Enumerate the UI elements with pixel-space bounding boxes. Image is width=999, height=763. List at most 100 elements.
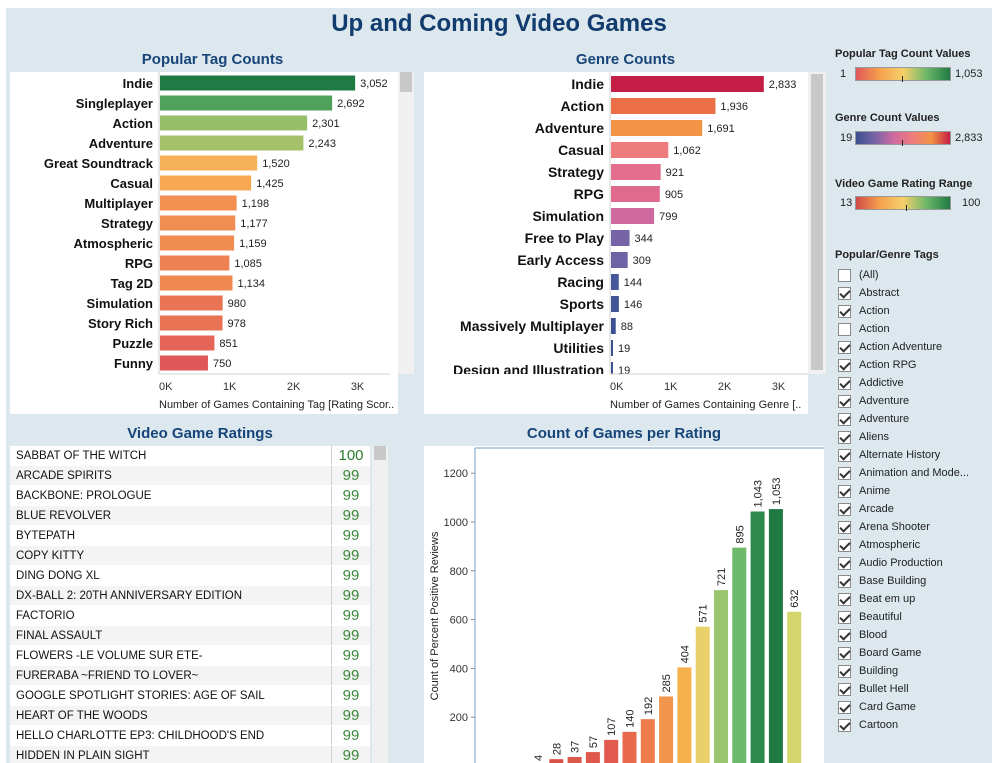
bar-utilities[interactable]: [611, 340, 613, 356]
filter-item-card-game[interactable]: Card Game: [838, 698, 988, 716]
table-row[interactable]: SABBAT OF THE WITCH 100: [10, 446, 370, 466]
checkbox-icon[interactable]: [838, 376, 851, 390]
checkbox-icon[interactable]: [838, 286, 851, 300]
filter-item-adventure[interactable]: Adventure: [838, 410, 988, 428]
checkbox-icon[interactable]: [838, 592, 851, 606]
checkbox-icon[interactable]: [838, 340, 851, 354]
filter-item-aliens[interactable]: Aliens: [838, 428, 988, 446]
filter-item-arcade[interactable]: Arcade: [838, 500, 988, 518]
checkbox-icon[interactable]: [838, 718, 851, 732]
rating-bar-13[interactable]: [768, 509, 783, 763]
rating-bar-8[interactable]: [677, 667, 692, 763]
rating-bar-1[interactable]: [549, 759, 564, 763]
tag-filter-list[interactable]: (All) Abstract Action Action Action Adventur…: [838, 266, 988, 734]
rating-bar-3[interactable]: [585, 752, 600, 763]
bar-rpg[interactable]: [160, 255, 230, 271]
table-row[interactable]: HIDDEN IN PLAIN SIGHT 99: [10, 746, 370, 763]
table-row[interactable]: FLOWERS -LE VOLUME SUR ETE- 99: [10, 646, 370, 666]
bar-singleplayer[interactable]: [160, 95, 333, 111]
filter-item-anime[interactable]: Anime: [838, 482, 988, 500]
filter-item-beautiful[interactable]: Beautiful: [838, 608, 988, 626]
table-row[interactable]: FURERABA ~FRIEND TO LOVER~ 99: [10, 666, 370, 686]
filter-item-all[interactable]: (All): [838, 266, 988, 284]
checkbox-icon[interactable]: [838, 304, 851, 318]
bar-story-rich[interactable]: [160, 315, 223, 331]
filter-item-board-game[interactable]: Board Game: [838, 644, 988, 662]
checkbox-icon[interactable]: [838, 556, 851, 570]
filter-item-blood[interactable]: Blood: [838, 626, 988, 644]
table-row[interactable]: FACTORIO 99: [10, 606, 370, 626]
filter-item-action[interactable]: Action: [838, 302, 988, 320]
bar-massively-multiplayer[interactable]: [611, 318, 616, 334]
filter-item-audio-production[interactable]: Audio Production: [838, 554, 988, 572]
bar-design-and-illustration[interactable]: [611, 362, 613, 378]
bar-racing[interactable]: [611, 274, 619, 290]
checkbox-icon[interactable]: [838, 448, 851, 462]
bar-puzzle[interactable]: [160, 335, 215, 351]
filter-item-atmospheric[interactable]: Atmospheric: [838, 536, 988, 554]
checkbox-icon[interactable]: [838, 466, 851, 480]
rating-bar-5[interactable]: [622, 731, 637, 763]
checkbox-icon[interactable]: [838, 430, 851, 444]
rating-bar-11[interactable]: [732, 547, 747, 763]
bar-action[interactable]: [160, 115, 308, 131]
filter-item-cartoon[interactable]: Cartoon: [838, 716, 988, 734]
table-row[interactable]: GOOGLE SPOTLIGHT STORIES: AGE OF SAIL 99: [10, 686, 370, 706]
checkbox-icon[interactable]: [838, 574, 851, 588]
filter-item-adventure[interactable]: Adventure: [838, 392, 988, 410]
rating-bar-2[interactable]: [567, 756, 582, 763]
checkbox-icon[interactable]: [838, 394, 851, 408]
bar-indie[interactable]: [160, 75, 356, 91]
genre-scroll-thumb[interactable]: [811, 74, 823, 370]
filter-item-action-rpg[interactable]: Action RPG: [838, 356, 988, 374]
tag-bar-chart[interactable]: Indie 3,052 Singleplayer 2,692 Action 2,301 Ad…: [10, 72, 398, 414]
ratings-scrollbar[interactable]: [372, 446, 388, 763]
filter-item-action-adventure[interactable]: Action Adventure: [838, 338, 988, 356]
table-row[interactable]: HEART OF THE WOODS 99: [10, 706, 370, 726]
checkbox-icon[interactable]: [838, 700, 851, 714]
bar-great-soundtrack[interactable]: [160, 155, 258, 171]
table-row[interactable]: DING DONG XL 99: [10, 566, 370, 586]
rating-bar-4[interactable]: [604, 739, 619, 763]
bar-simulation[interactable]: [160, 295, 223, 311]
bar-rpg[interactable]: [611, 186, 660, 202]
checkbox-icon[interactable]: [838, 484, 851, 498]
filter-item-action[interactable]: Action: [838, 320, 988, 338]
bar-strategy[interactable]: [160, 215, 236, 231]
ratings-scroll-thumb[interactable]: [374, 446, 386, 460]
bar-adventure[interactable]: [160, 135, 304, 151]
checkbox-icon[interactable]: [838, 682, 851, 696]
filter-item-abstract[interactable]: Abstract: [838, 284, 988, 302]
bar-sports[interactable]: [611, 296, 619, 312]
checkbox-icon[interactable]: [838, 538, 851, 552]
filter-item-arena-shooter[interactable]: Arena Shooter: [838, 518, 988, 536]
bar-adventure[interactable]: [611, 120, 703, 136]
bar-simulation[interactable]: [611, 208, 655, 224]
rating-chart-panel[interactable]: 200 400 600 800 1000 1200 Count of Percent Pos…: [424, 446, 824, 763]
filter-item-bullet-hell[interactable]: Bullet Hell: [838, 680, 988, 698]
checkbox-icon[interactable]: [838, 358, 851, 372]
checkbox-icon[interactable]: [838, 664, 851, 678]
table-row[interactable]: HELLO CHARLOTTE EP3: CHILDHOOD'S END 99: [10, 726, 370, 746]
bar-free-to-play[interactable]: [611, 230, 630, 246]
checkbox-icon[interactable]: [838, 502, 851, 516]
table-row[interactable]: FINAL ASSAULT 99: [10, 626, 370, 646]
bar-funny[interactable]: [160, 355, 208, 371]
filter-item-building[interactable]: Building: [838, 662, 988, 680]
filter-item-addictive[interactable]: Addictive: [838, 374, 988, 392]
tag-chart-panel[interactable]: Indie 3,052 Singleplayer 2,692 Action 2,301 Ad…: [10, 72, 398, 414]
rating-bar-7[interactable]: [659, 696, 674, 763]
bar-action[interactable]: [611, 98, 716, 114]
rating-count-chart[interactable]: 200 400 600 800 1000 1200 Count of Percent Pos…: [424, 446, 824, 763]
checkbox-icon[interactable]: [838, 520, 851, 534]
rating-bar-12[interactable]: [750, 511, 765, 763]
genre-chart-panel[interactable]: Indie 2,833 Action 1,936 Adventure 1,691 Casua…: [424, 72, 808, 414]
table-row[interactable]: BLUE REVOLVER 99: [10, 506, 370, 526]
ratings-table[interactable]: SABBAT OF THE WITCH 100 ARCADE SPIRITS 99 BA…: [10, 446, 370, 763]
bar-casual[interactable]: [160, 175, 252, 191]
tag-scroll-thumb[interactable]: [400, 72, 412, 92]
rating-bar-10[interactable]: [714, 590, 728, 763]
bar-strategy[interactable]: [611, 164, 661, 180]
rating-bar-14[interactable]: [787, 611, 802, 763]
genre-chart-scrollbar[interactable]: [808, 72, 826, 374]
